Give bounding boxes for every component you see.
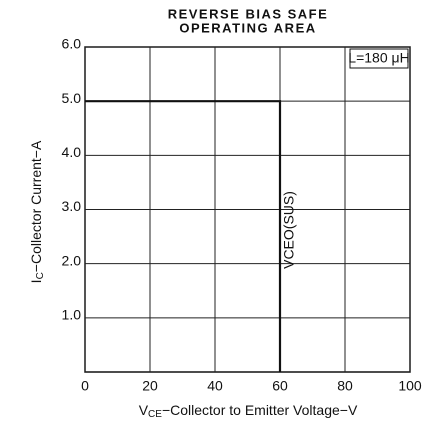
x-axis-label: VCE−Collector to Emitter Voltage−V [139,402,358,420]
y-tick-label: 2.0 [62,252,82,268]
y-tick-label: 4.0 [62,144,82,160]
y-tick-label: 6.0 [62,36,82,52]
x-tick-label: 80 [337,378,353,394]
x-tick-label: 60 [272,378,288,394]
chart-title: REVERSE BIAS SAFE [168,6,329,21]
chart-title: OPERATING AREA [179,20,316,35]
y-tick-label: 1.0 [62,307,82,323]
x-tick-label: 100 [398,378,422,394]
y-axis-label-sub: C [35,272,46,279]
x-axis-label-rest: −Collector to Emitter Voltage−V [162,402,358,418]
y-axis-label: IC−Collector Current−A [28,140,46,283]
y-axis-label-rest: −Collector Current−A [28,140,44,272]
y-tick-label: 5.0 [62,90,82,106]
x-tick-label: 0 [81,378,89,394]
x-tick-label: 20 [142,378,158,394]
annotation: VCEO(SUS) [281,191,297,269]
x-tick-label: 40 [207,378,223,394]
y-tick-label: 3.0 [62,198,82,214]
x-axis-label-main: V [139,402,149,418]
line [85,100,282,372]
annotation: L=180 μH [348,50,409,66]
y-axis-label-main: I [28,279,44,283]
annotation-box [349,48,409,69]
x-axis-label-sub: CE [148,409,162,420]
